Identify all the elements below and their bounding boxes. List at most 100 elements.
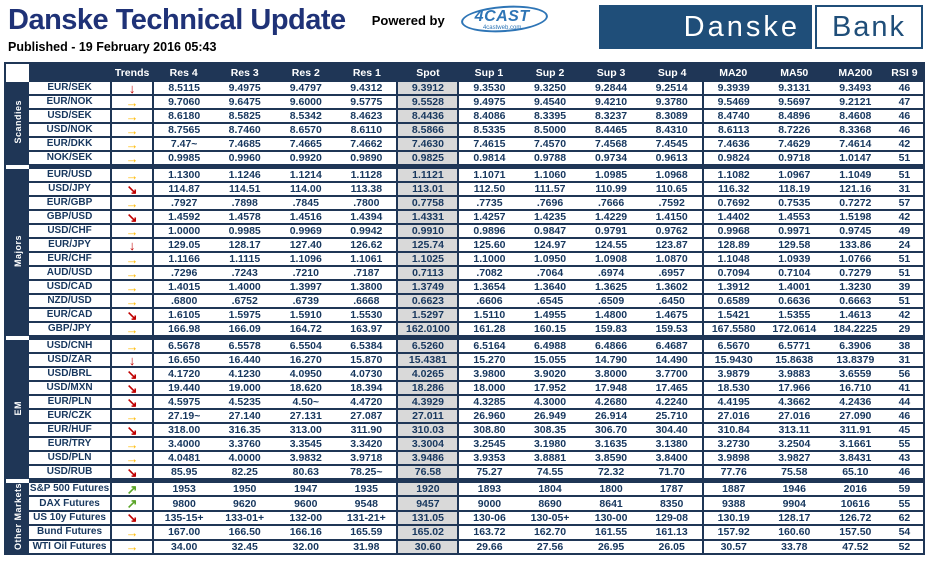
rsi9-cell: 55 [885, 437, 924, 452]
sup1-cell: 130-06 [458, 510, 520, 527]
ma50-cell: 0.6636 [763, 294, 825, 309]
spot-cell: 6.5260 [396, 340, 460, 354]
res3-cell: 1.1115 [214, 252, 276, 267]
technical-levels-table: Trends Res 4 Res 3 Res 2 Res 1 Spot Sup 1 Sup 2… [4, 62, 925, 556]
res4-cell: 19.440 [153, 381, 215, 396]
group-separator-gap [5, 479, 30, 483]
sup3-cell: 130-00 [580, 510, 642, 527]
spot-cell: 1.1121 [396, 169, 460, 183]
res3-cell: 4.0000 [214, 451, 276, 466]
sup2-cell: 17.952 [519, 381, 581, 396]
res1-cell: 1935 [336, 483, 398, 498]
ma50-cell: 0.7104 [763, 266, 825, 281]
res3-cell: 128.17 [214, 238, 276, 253]
rsi9-cell: 39 [885, 280, 924, 295]
group-label-majors: Majors [5, 169, 30, 336]
ma50-cell: 118.19 [763, 182, 825, 197]
instrument-label: EUR/PLN [29, 395, 113, 410]
ma20-cell: 128.89 [702, 238, 764, 253]
sup2-cell: 0.9847 [519, 224, 581, 239]
ma50-cell: 1946 [763, 483, 825, 498]
sup1-cell: 1.4257 [458, 210, 520, 225]
ma50-cell: 3.2504 [763, 437, 825, 452]
group-separator-band [29, 336, 924, 340]
ma200-cell: 311.91 [824, 423, 886, 438]
res2-cell: 32.00 [275, 539, 337, 556]
flat-arrow-icon: → [111, 539, 155, 556]
res2-cell: 80.63 [275, 465, 337, 480]
column-header-sup-4: Sup 4 [641, 63, 703, 82]
rsi9-cell: 55 [885, 496, 924, 512]
sup3-cell: 26.914 [580, 409, 642, 424]
sup3-cell: 110.99 [580, 182, 642, 197]
rsi9-cell: 38 [885, 340, 924, 354]
ma200-cell: 157.50 [824, 525, 886, 541]
instrument-label: USD/MXN [29, 381, 113, 396]
sup1-cell: 4.3285 [458, 395, 520, 410]
group-label-other-markets: Other Markets [5, 483, 30, 555]
sup4-cell: 9.3780 [641, 95, 704, 110]
res1-cell: 9.4312 [336, 82, 398, 96]
ma50-cell: 160.60 [763, 525, 825, 541]
danske-bank-logo-danske: Danske [599, 5, 812, 49]
spot-cell: 125.74 [396, 238, 460, 253]
ma50-cell: 1.4553 [763, 210, 825, 225]
4cast-logo-subtext: 4castweb.com [482, 25, 522, 31]
sup1-cell: 3.9353 [458, 451, 520, 466]
sup3-cell: 1800 [580, 483, 642, 498]
instrument-label: AUD/USD [29, 266, 113, 281]
ma200-cell: 1.5198 [824, 210, 886, 225]
ma50-cell: 0.9971 [763, 224, 825, 239]
spot-cell: 7.4630 [396, 137, 460, 152]
res1-cell: 0.9942 [336, 224, 398, 239]
res3-cell: 1.4578 [214, 210, 276, 225]
rsi9-cell: 24 [885, 238, 924, 253]
ma50-cell: 1.4001 [763, 280, 825, 295]
spot-cell: 1920 [396, 483, 460, 498]
res3-cell: 82.25 [214, 465, 276, 480]
ma20-cell: 1.1082 [702, 169, 764, 183]
ma20-cell: 116.32 [702, 182, 764, 197]
instrument-label: USD/SEK [29, 109, 113, 124]
sup1-cell: .7082 [458, 266, 520, 281]
res1-cell: 4.0730 [336, 367, 398, 382]
sup1-cell: 9000 [458, 496, 520, 512]
ma20-cell: 77.76 [702, 465, 764, 480]
res1-cell: 3.3420 [336, 437, 398, 452]
column-header-sup-2: Sup 2 [519, 63, 581, 82]
sup3-cell: 8.4465 [580, 123, 642, 138]
table-row: USD/CHF → 1.0000 0.9985 0.9969 0.9942 0.9910 0.… [5, 224, 924, 239]
table-row: EUR/NOK → 9.7060 9.6475 9.6000 9.5775 9.5528 9.… [5, 95, 924, 110]
res2-cell: 1.1096 [275, 252, 337, 267]
ma20-cell: 3.9898 [702, 451, 764, 466]
column-header-res-1: Res 1 [336, 63, 398, 82]
ma50-cell: 1.0967 [763, 169, 825, 183]
rsi9-cell: 62 [885, 510, 924, 527]
sup3-cell: .6509 [580, 294, 642, 309]
spot-cell: 18.286 [396, 381, 460, 396]
group-label-scandies: Scandies [5, 82, 30, 165]
table-row: Other Markets S&P 500 Futures ↗ 1953 1950 194… [5, 483, 924, 555]
res4-cell: 9800 [153, 496, 215, 512]
res1-cell: 15.870 [336, 353, 398, 368]
sup4-cell: 1.3602 [641, 280, 704, 295]
res3-cell: 27.140 [214, 409, 276, 424]
instrument-label: USD/CNH [29, 340, 113, 354]
table-row: GBP/JPY → 166.98 166.09 164.72 163.97 162.0100… [5, 322, 924, 337]
instrument-label: EUR/HUF [29, 423, 113, 438]
instrument-label: USD/RUB [29, 465, 113, 480]
sup4-cell: 1.4150 [641, 210, 704, 225]
column-header-ma200: MA200 [824, 63, 886, 82]
spot-cell: 162.0100 [396, 322, 460, 337]
sup4-cell: 0.9762 [641, 224, 704, 239]
ma200-cell: 0.9745 [824, 224, 886, 239]
ma50-cell: 172.0614 [763, 322, 825, 337]
flat-arrow-icon: → [111, 322, 155, 337]
res4-cell: 1.4015 [153, 280, 215, 295]
res1-cell: .7187 [336, 266, 398, 281]
res1-cell: 9548 [336, 496, 398, 512]
group-separator-gap [5, 165, 30, 169]
spot-cell: 4.3929 [396, 395, 460, 410]
table-row: Scandies EUR/SEK ↓ 8.5115 9.4975 9.4797 9.4312… [5, 82, 924, 165]
sup3-cell: .7666 [580, 196, 642, 211]
